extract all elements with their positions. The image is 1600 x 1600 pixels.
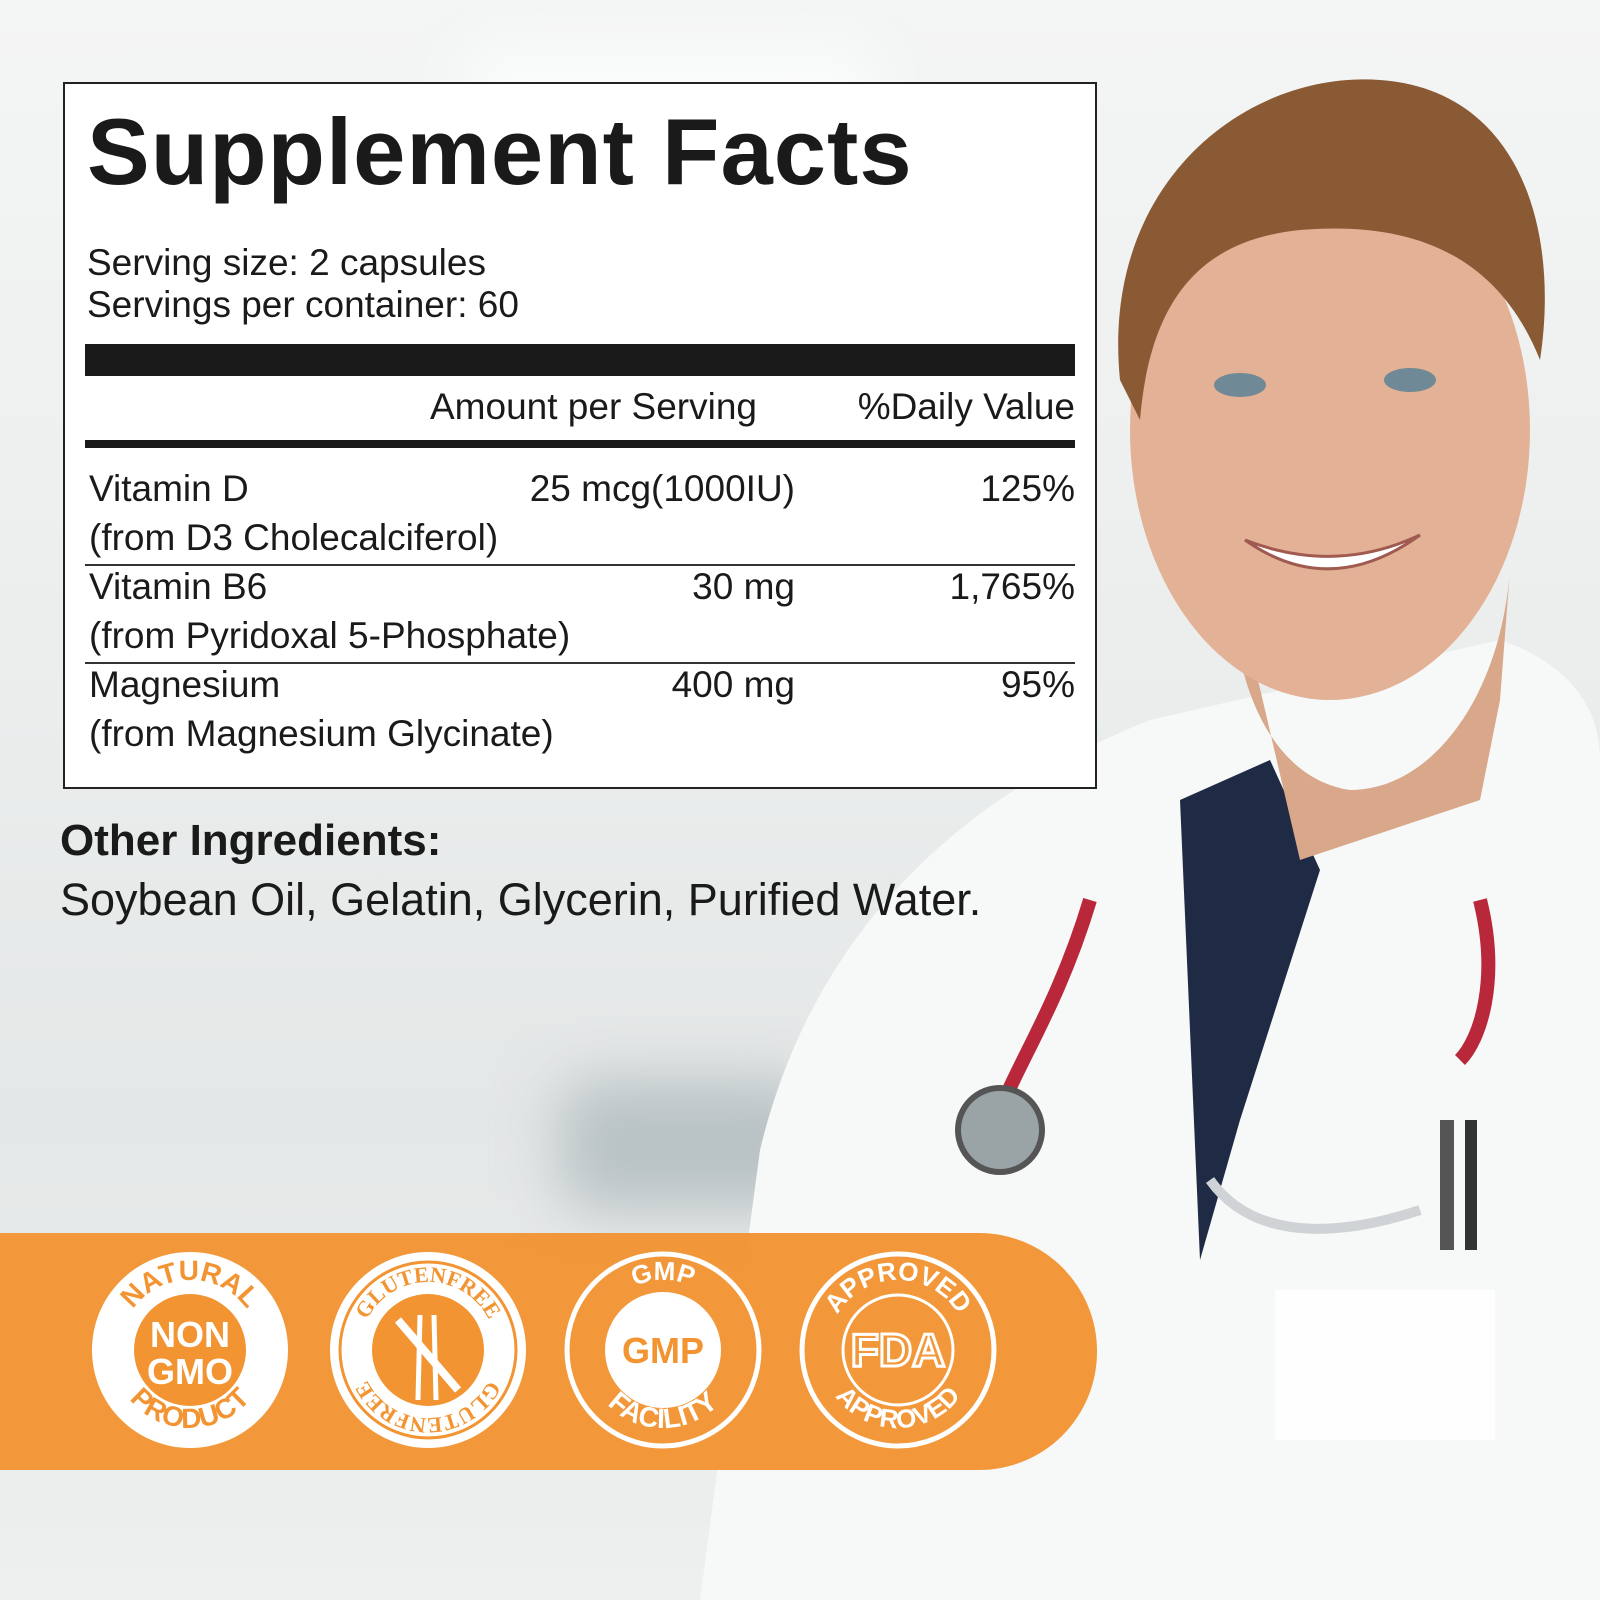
header-divider — [85, 440, 1075, 448]
nutrient-name: Magnesium — [89, 664, 281, 705]
servings-per-container: Servings per container: 60 — [87, 284, 519, 325]
nutrient-source: (from Pyridoxal 5-Phosphate) — [89, 615, 571, 656]
nutrient-amount: 25 mcg(1000IU) — [529, 468, 795, 509]
nutrient-daily-value: 95% — [1000, 664, 1075, 705]
svg-text:GMP: GMP — [627, 1256, 698, 1292]
panel-title: Supplement Facts — [87, 99, 913, 204]
svg-text:GMO: GMO — [147, 1351, 233, 1392]
non-gmo-badge: NATURAL PRODUCT NON GMO — [92, 1252, 288, 1448]
nutrient-amount: 400 mg — [671, 664, 795, 705]
gluten-free-badge: GLUTENFREE GLUTENFREE — [330, 1252, 526, 1448]
other-ingredients-text: Soybean Oil, Gelatin, Glycerin, Purified… — [60, 874, 982, 925]
nutrient-row: Vitamin B6 (from Pyridoxal 5-Phosphate) … — [85, 566, 1075, 664]
row-divider — [85, 662, 1075, 664]
nutrient-name: Vitamin B6 — [89, 566, 268, 607]
nutrient-source: (from D3 Cholecalciferol) — [89, 517, 499, 558]
serving-size: Serving size: 2 capsules — [87, 242, 486, 283]
nutrient-source: (from Magnesium Glycinate) — [89, 713, 554, 754]
svg-text:FDA: FDA — [851, 1324, 946, 1376]
other-ingredients-heading: Other Ingredients: — [60, 816, 442, 865]
svg-text:APPROVED: APPROVED — [818, 1255, 978, 1318]
thick-divider — [85, 344, 1075, 376]
gmp-facility-badge: GMP FACILITY GMP — [564, 1251, 762, 1449]
row-divider — [85, 564, 1075, 566]
nutrient-amount: 30 mg — [692, 566, 795, 607]
nutrient-daily-value: 125% — [980, 468, 1075, 509]
nutrient-row: Magnesium (from Magnesium Glycinate) 400… — [85, 664, 1075, 762]
header-daily-value: %Daily Value — [857, 386, 1075, 427]
nutrient-name: Vitamin D — [89, 468, 249, 509]
svg-text:GMP: GMP — [622, 1330, 704, 1371]
fda-approved-badge: APPROVED APPROVED FDA — [799, 1251, 997, 1449]
nutrient-daily-value: 1,765% — [949, 566, 1076, 607]
header-amount: Amount per Serving — [430, 386, 758, 427]
svg-text:NON: NON — [150, 1314, 230, 1355]
wheat-crossed-icon — [394, 1314, 462, 1401]
nutrient-row: Vitamin D (from D3 Cholecalciferol) 25 m… — [85, 468, 1075, 566]
supplement-facts-panel: Supplement Facts Serving size: 2 capsule… — [63, 82, 1097, 789]
svg-text:APPROVED: APPROVED — [830, 1380, 965, 1434]
